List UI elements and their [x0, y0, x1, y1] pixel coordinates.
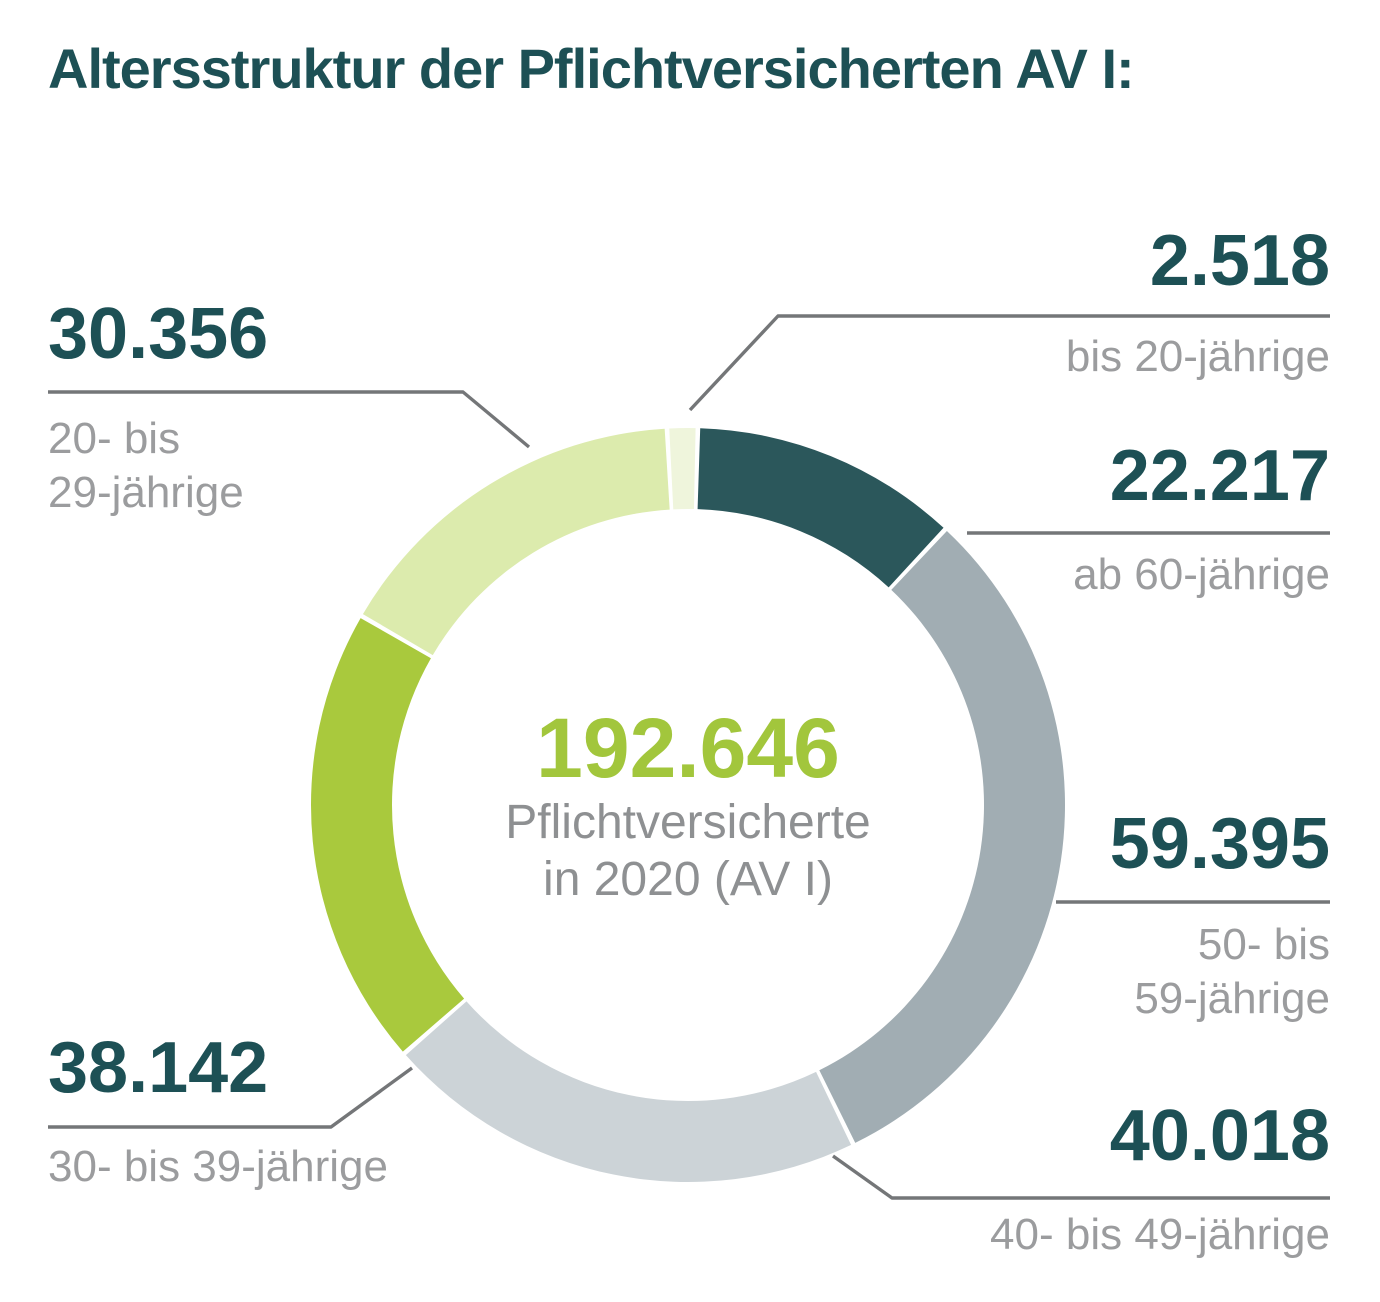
value-50-59-jaehrige: 59.395	[1109, 804, 1330, 884]
total-caption-line-2: in 2020 (AV I)	[543, 853, 833, 906]
value-30-39-jaehrige: 38.142	[48, 1028, 269, 1108]
label-50-59-jaehrige: 50- bis 59-jährige	[1134, 918, 1330, 1026]
donut-segment-bis-20-j-hrige	[669, 428, 696, 510]
leader-lines	[48, 314, 1330, 1200]
leader-line-40-49-jaehrige	[832, 1154, 1330, 1200]
value-40-49-jaehrige: 40.018	[1109, 1096, 1330, 1176]
leader-line-30-39-jaehrige	[48, 1066, 414, 1129]
donut-segment-20-bis-29-j-hrige	[362, 428, 670, 656]
value-20-29-jaehrige: 30.356	[48, 294, 269, 374]
leader-line-20-29-jaehrige	[48, 390, 531, 449]
donut-segment-ab-60-j-hrige	[697, 428, 944, 588]
label-20-29-jaehrige: 20- bis 29-jährige	[48, 412, 244, 520]
total-value: 192.646	[536, 701, 840, 795]
label-20-29-line-2: 29-jährige	[48, 468, 244, 517]
leader-line-bis-20-jaehrige	[688, 314, 1330, 412]
value-ab-60-jaehrige: 22.217	[1109, 436, 1330, 516]
label-50-59-line-1: 50- bis	[1197, 920, 1330, 969]
label-40-49-jaehrige: 40- bis 49-jährige	[990, 1210, 1330, 1259]
donut-segment-40-bis-49-j-hrige	[405, 1001, 852, 1182]
label-30-39-jaehrige: 30- bis 39-jährige	[48, 1142, 388, 1191]
label-20-29-line-1: 20- bis	[48, 414, 181, 463]
total-caption-line-1: Pflichtversicherte	[505, 796, 871, 849]
page-title: Altersstruktur der Pflichtversicherten A…	[48, 37, 1135, 100]
label-bis-20-jaehrige: bis 20-jährige	[1065, 332, 1330, 381]
label-ab-60-jaehrige: ab 60-jährige	[1073, 550, 1330, 599]
donut-segment-30-bis-39-j-hrige	[311, 618, 465, 1052]
donut-segment-50-bis-59-j-hrige	[819, 530, 1065, 1143]
total-caption: Pflichtversicherte in 2020 (AV I)	[338, 794, 1038, 908]
value-bis-20-jaehrige: 2.518	[1149, 221, 1330, 301]
label-50-59-line-2: 59-jährige	[1134, 974, 1330, 1023]
donut-ring	[311, 428, 1065, 1182]
